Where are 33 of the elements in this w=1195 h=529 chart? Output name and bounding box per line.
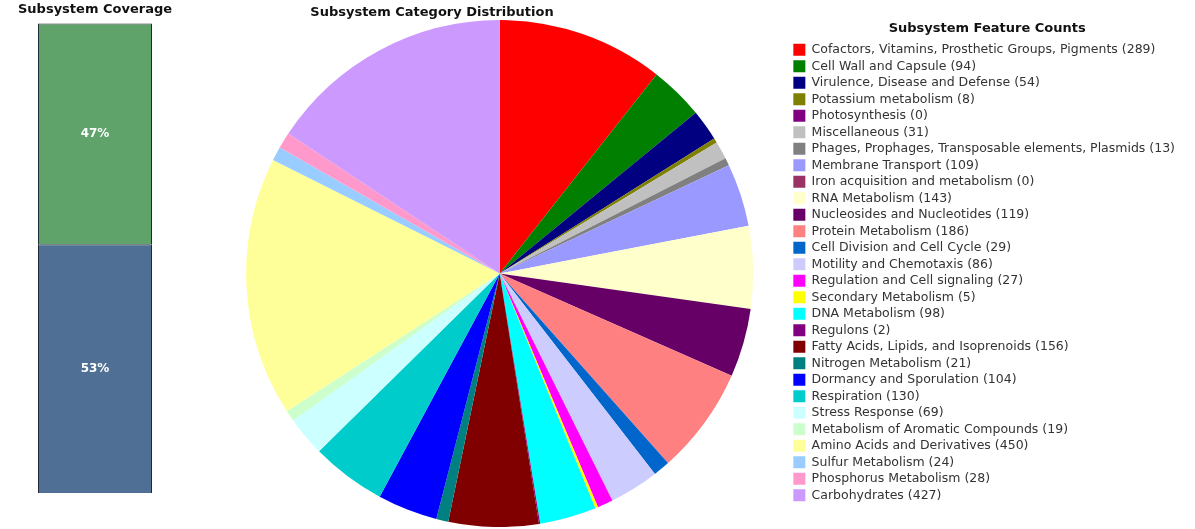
legend-label: Secondary Metabolism (5) [811,288,976,304]
legend-label: Regulons (2) [811,321,891,337]
legend-label: Photosynthesis (0) [811,107,928,123]
data-label: 53% [80,360,110,375]
legend-label: Metabolism of Aromatic Compounds (19) [811,420,1069,436]
legend-label: Cofactors, Vitamins, Prosthetic Groups, Pigments (289) [811,41,1156,57]
legend-label: Regulation and Cell signaling (27) [811,272,1024,288]
legend-label: Potassium metabolism (8) [811,90,975,106]
legend-label: Dormancy and Sporulation (104) [811,371,1017,387]
legend-label: DNA Metabolism (98) [811,305,945,321]
chart-title: Subsystem Coverage [17,1,173,17]
legend-label: Membrane Transport (109) [811,156,979,172]
legend-label: Cell Wall and Capsule (94) [811,57,977,73]
legend-label: Fatty Acids, Lipids, and Isoprenoids (156) [811,338,1069,354]
legend-label: Respiration (130) [811,387,920,403]
legend-label: Sulfur Metabolism (24) [811,453,955,469]
legend-label: Amino Acids and Derivatives (450) [811,437,1029,453]
legend-label: Nitrogen Metabolism (21) [811,354,972,370]
legend-label: RNA Metabolism (143) [811,189,952,205]
legend-label: Carbohydrates (427) [811,486,942,502]
legend-label: Motility and Chemotaxis (86) [811,255,993,271]
legend-label: Nucleosides and Nucleotides (119) [811,206,1030,222]
data-label: 47% [80,126,110,141]
legend-title: Subsystem Feature Counts [888,19,1086,35]
legend-label: Virulence, Disease and Defense (54) [811,74,1040,90]
legend-label: Phages, Prophages, Transposable elements, Plasmids (13) [811,140,1176,156]
legend-label: Phosphorus Metabolism (28) [811,470,991,486]
legend-label: Iron acquisition and metabolism (0) [811,173,1035,189]
legend-label: Cell Division and Cell Cycle (29) [811,239,1012,255]
legend-label: Stress Response (69) [811,404,944,420]
legend-label: Miscellaneous (31) [811,123,929,139]
legend-label: Protein Metabolism (186) [811,222,970,238]
chart-title: Subsystem Category Distribution [309,4,555,19]
